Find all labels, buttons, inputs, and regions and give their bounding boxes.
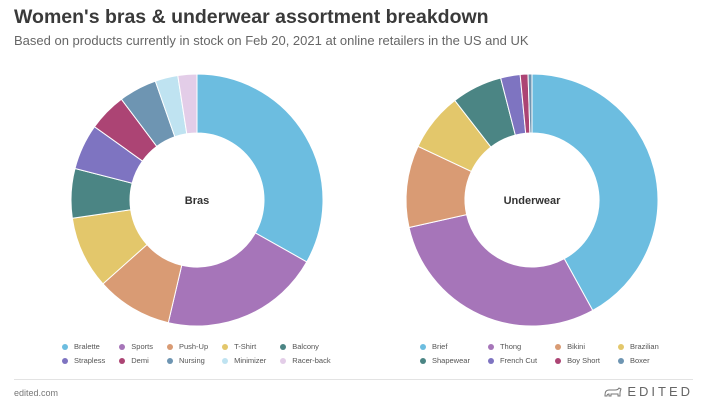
- bear-icon: [604, 386, 622, 396]
- legend-label: Shapewear: [432, 356, 470, 365]
- legend-swatch: [166, 343, 173, 350]
- legend-swatch: [280, 357, 287, 364]
- legend-label: Brief: [432, 342, 448, 351]
- legend-label: Racer-back: [292, 356, 331, 365]
- legend-swatch: [555, 343, 562, 350]
- legend-item-brief: Brief: [420, 342, 470, 351]
- legend-swatch: [618, 357, 624, 364]
- legend-label: Brazilian: [630, 342, 659, 351]
- legend-item-push-up: Push-Up: [166, 342, 209, 351]
- footer-site[interactable]: edited.com: [14, 388, 59, 398]
- legend-swatch: [62, 357, 68, 364]
- legend-item-boy-short: Boy Short: [555, 356, 600, 365]
- legend-item-sports: Sports: [119, 342, 153, 351]
- chart-subtitle: Based on products currently in stock on …: [14, 33, 529, 48]
- legend-item-balcony: Balcony: [280, 342, 330, 351]
- legend-swatch: [487, 357, 494, 364]
- legend-label: T-Shirt: [234, 342, 257, 351]
- legend-swatch: [62, 343, 68, 350]
- underwear-donut: Underwear: [405, 73, 659, 327]
- legend-item-strapless: Strapless: [62, 356, 105, 365]
- brand-logo-text: EDITED: [627, 384, 693, 399]
- donut-center-label: Bras: [185, 195, 209, 207]
- legend-item-shapewear: Shapewear: [420, 356, 470, 365]
- legend-label: Nursing: [178, 356, 205, 365]
- donut-center-label: Underwear: [504, 195, 562, 207]
- slice-boxer[interactable]: [527, 73, 533, 134]
- legend-label: Strapless: [74, 356, 106, 365]
- legend-item-bralette: Bralette: [62, 342, 105, 351]
- legend-label: Boy Short: [567, 356, 600, 365]
- footer-divider: [14, 379, 693, 380]
- legend-label: Bikini: [567, 342, 585, 351]
- slice-brief[interactable]: [531, 73, 659, 312]
- chart-title: Women's bras & underwear assortment brea…: [14, 6, 489, 28]
- brand-logo: EDITED: [603, 384, 693, 399]
- slice-bralette[interactable]: [196, 73, 324, 263]
- legend-item-boxer: Boxer: [618, 356, 659, 365]
- slice-sports[interactable]: [167, 232, 308, 327]
- legend-swatch: [618, 343, 624, 350]
- legend-swatch: [420, 343, 426, 350]
- underwear-legend: Brief Thong Bikini Brazilian Shapewear French…: [420, 342, 659, 365]
- legend-swatch: [222, 357, 229, 364]
- legend-label: Thong: [499, 342, 522, 351]
- legend-label: French Cut: [499, 356, 538, 365]
- legend-label: Balcony: [292, 342, 319, 351]
- slice-racer-back[interactable]: [177, 73, 198, 135]
- legend-label: Demi: [131, 356, 149, 365]
- legend-label: Push-Up: [178, 342, 209, 351]
- legend-swatch: [119, 357, 126, 364]
- legend-swatch: [487, 343, 494, 350]
- slice-thong[interactable]: [408, 214, 594, 327]
- bras-legend: Bralette Sports Push-Up T-Shirt Balcony Strap…: [62, 342, 331, 365]
- bras-donut: Bras: [70, 73, 324, 327]
- legend-item-thong: Thong: [487, 342, 537, 351]
- legend-item-racer-back: Racer-back: [280, 356, 331, 365]
- legend-label: Boxer: [630, 356, 650, 365]
- legend-item-demi: Demi: [119, 356, 153, 365]
- legend-swatch: [222, 343, 229, 350]
- legend-item-bikini: Bikini: [555, 342, 600, 351]
- legend-label: Bralette: [74, 342, 100, 351]
- legend-item-t-shirt: T-Shirt: [222, 342, 266, 351]
- legend-label: Minimizer: [234, 356, 267, 365]
- legend-swatch: [555, 357, 562, 364]
- legend-item-nursing: Nursing: [166, 356, 208, 365]
- legend-item-french-cut: French Cut: [487, 356, 538, 365]
- legend-item-brazilian: Brazilian: [618, 342, 659, 351]
- legend-swatch: [119, 343, 126, 350]
- legend-label: Sports: [131, 342, 153, 351]
- legend-swatch: [280, 343, 287, 350]
- legend-item-minimizer: Minimizer: [222, 356, 266, 365]
- legend-swatch: [166, 357, 173, 364]
- legend-swatch: [420, 357, 426, 364]
